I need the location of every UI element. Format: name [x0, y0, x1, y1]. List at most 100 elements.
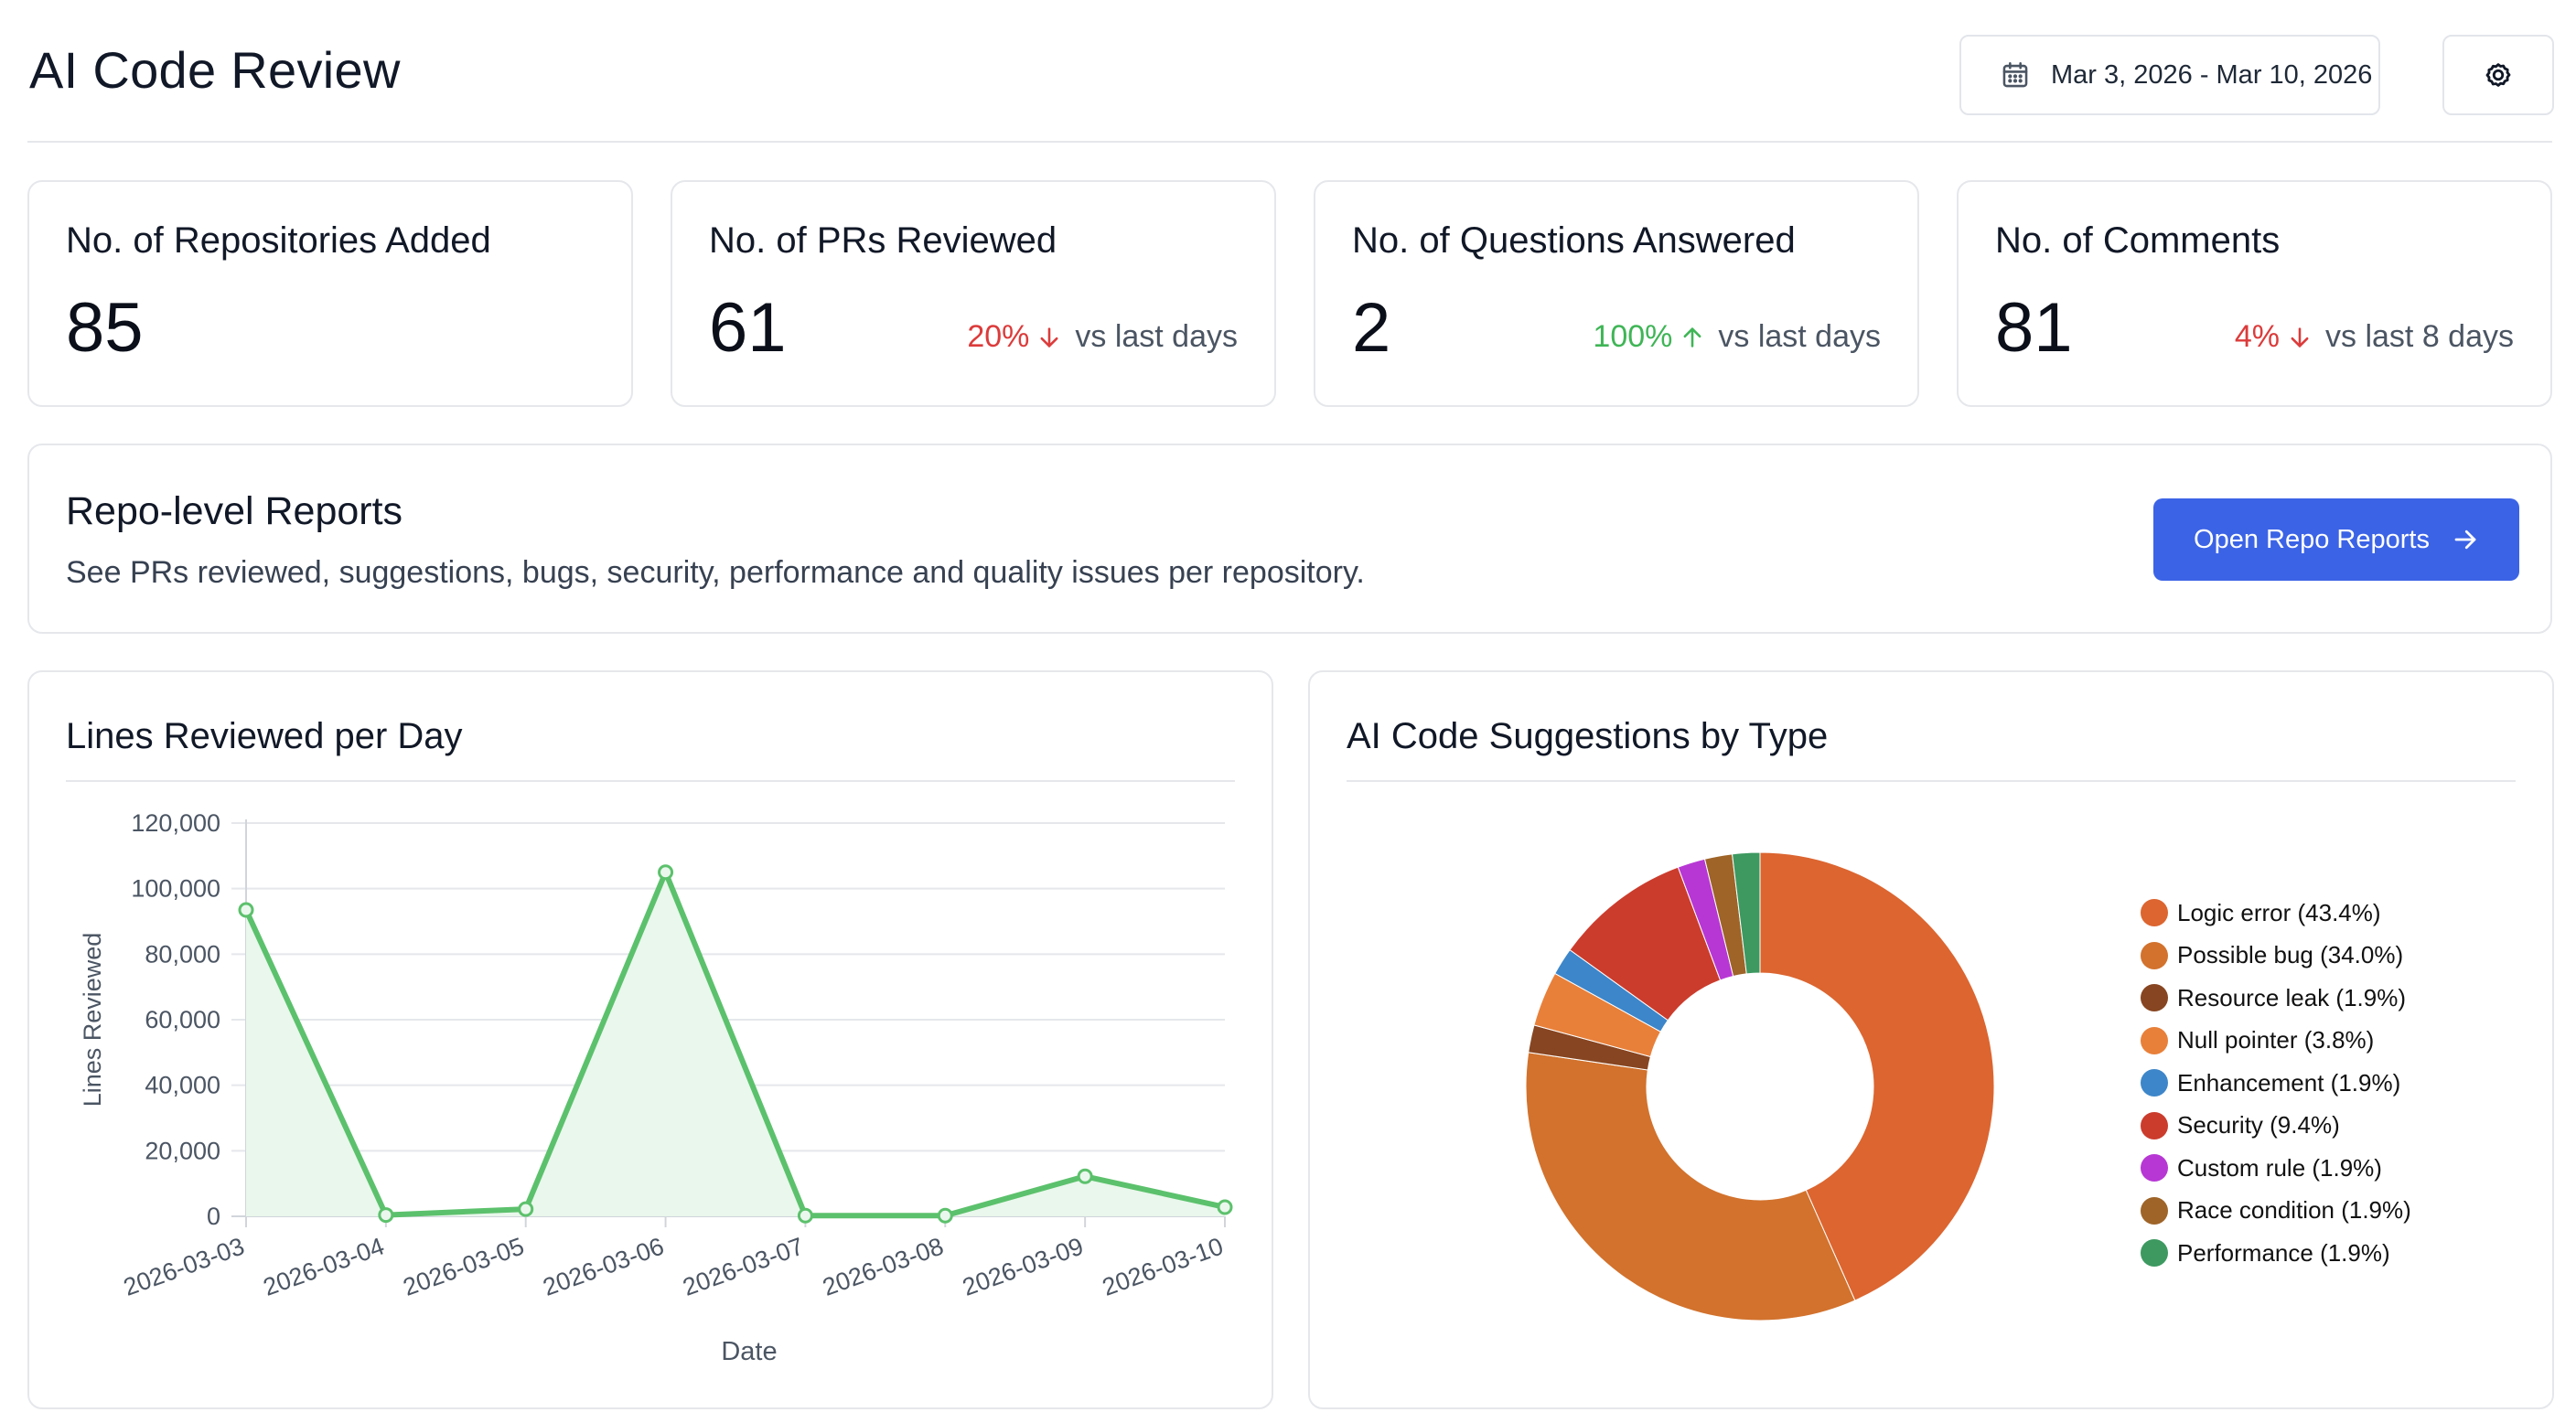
legend-label: Resource leak (1.9%) — [2177, 983, 2406, 1011]
panel-divider — [66, 780, 1235, 782]
lines-reviewed-panel: Lines Reviewed per Day 120,000 100,000 80,… — [27, 670, 1273, 1409]
y-tick-label: 0 — [207, 1203, 220, 1230]
x-tick-label: 2026-03-03 — [120, 1232, 248, 1300]
stat-card-repositories: No. of Repositories Added 85 — [27, 180, 633, 407]
suggestions-donut-chart — [1525, 851, 1995, 1321]
trend-indicator: 100% vs last days — [1593, 319, 1881, 355]
y-tick-label: 20,000 — [145, 1137, 220, 1164]
donut-slice — [1759, 851, 1995, 1301]
donut-slice — [1731, 851, 1761, 975]
legend-swatch — [2141, 941, 2168, 969]
donut-slice — [1525, 1052, 1856, 1321]
x-tick-label: 2026-03-08 — [819, 1232, 947, 1300]
trend-percent: 4% — [2235, 319, 2313, 355]
x-tick-label: 2026-03-10 — [1099, 1232, 1227, 1300]
stat-card-questions-answered: No. of Questions Answered 2 100% vs last… — [1314, 180, 1919, 407]
stat-label: No. of Comments — [1995, 220, 2281, 261]
repo-reports-card: Repo-level Reports See PRs reviewed, sug… — [27, 444, 2552, 634]
open-repo-reports-button[interactable]: Open Repo Reports — [2153, 498, 2519, 581]
stat-label: No. of Repositories Added — [66, 220, 491, 261]
x-axis-label: Date — [721, 1337, 777, 1366]
legend-item[interactable]: Resource leak (1.9%) — [2141, 977, 2411, 1020]
chart-title: Lines Reviewed per Day — [66, 716, 463, 756]
y-tick-label: 120,000 — [131, 809, 220, 837]
stat-label: No. of Questions Answered — [1352, 220, 1796, 261]
legend-item[interactable]: Performance (1.9%) — [2141, 1232, 2411, 1275]
arrow-down-icon — [2291, 326, 2309, 348]
legend-label: Custom rule (1.9%) — [2177, 1153, 2382, 1182]
legend-label: Null pointer (3.8%) — [2177, 1026, 2375, 1054]
legend-swatch — [2141, 1154, 2168, 1182]
legend-swatch — [2141, 899, 2168, 927]
legend-item[interactable]: Logic error (43.4%) — [2141, 892, 2411, 935]
calendar-icon — [2002, 61, 2028, 88]
stat-value: 2 — [1352, 289, 1391, 367]
x-tick-label: 2026-03-04 — [260, 1232, 388, 1300]
legend-item[interactable]: Custom rule (1.9%) — [2141, 1147, 2411, 1190]
data-point — [797, 1207, 813, 1224]
stat-card-comments: No. of Comments 81 4% vs last 8 days — [1957, 180, 2552, 407]
series-line — [243, 869, 1226, 1219]
data-point — [658, 864, 674, 881]
legend-label: Possible bug (34.0%) — [2177, 941, 2404, 969]
trend-comparison: vs last 8 days — [2325, 319, 2514, 354]
panel-divider — [1347, 780, 2516, 782]
legend-swatch — [2141, 1069, 2168, 1097]
y-axis-label: Lines Reviewed — [79, 933, 106, 1107]
stat-value: 85 — [66, 289, 144, 367]
legend-label: Security (9.4%) — [2177, 1111, 2340, 1139]
data-point — [937, 1207, 953, 1224]
chart-legend: Logic error (43.4%) Possible bug (34.0%) R… — [2141, 892, 2411, 1275]
stat-value: 81 — [1995, 289, 2073, 367]
legend-item[interactable]: Security (9.4%) — [2141, 1105, 2411, 1148]
open-repo-reports-label: Open Repo Reports — [2194, 524, 2430, 554]
date-range-label: Mar 3, 2026 - Mar 10, 2026 — [2051, 59, 2373, 90]
x-tick-label: 2026-03-06 — [540, 1232, 668, 1300]
y-tick-label: 100,000 — [131, 875, 220, 903]
x-tick-label: 2026-03-05 — [400, 1232, 528, 1300]
legend-label: Race condition (1.9%) — [2177, 1196, 2411, 1225]
arrow-up-icon — [1683, 326, 1701, 348]
legend-swatch — [2141, 984, 2168, 1012]
legend-item[interactable]: Race condition (1.9%) — [2141, 1190, 2411, 1233]
legend-label: Performance (1.9%) — [2177, 1238, 2390, 1267]
legend-swatch — [2141, 1239, 2168, 1268]
data-point — [378, 1207, 394, 1224]
y-tick-label: 40,000 — [145, 1072, 220, 1099]
data-point — [238, 902, 254, 918]
legend-label: Enhancement (1.9%) — [2177, 1068, 2401, 1097]
legend-item[interactable]: Possible bug (34.0%) — [2141, 935, 2411, 978]
repo-reports-title: Repo-level Reports — [66, 489, 403, 533]
chart-title: AI Code Suggestions by Type — [1347, 716, 1829, 756]
legend-item[interactable]: Null pointer (3.8%) — [2141, 1020, 2411, 1063]
trend-percent: 100% — [1593, 319, 1705, 355]
repo-reports-description: See PRs reviewed, suggestions, bugs, sec… — [66, 555, 1365, 590]
page-title: AI Code Review — [29, 41, 401, 99]
lines-reviewed-chart: 120,000100,00080,00060,00040,00020,00002… — [79, 809, 1233, 1366]
legend-item[interactable]: Enhancement (1.9%) — [2141, 1062, 2411, 1105]
trend-percent: 20% — [967, 319, 1062, 355]
legend-swatch — [2141, 1026, 2168, 1054]
gear-icon — [2485, 63, 2511, 87]
suggestions-by-type-panel: AI Code Suggestions by Type Logic error … — [1308, 670, 2554, 1409]
date-range-button[interactable]: Mar 3, 2026 - Mar 10, 2026 — [1959, 35, 2380, 115]
arrow-down-icon — [1040, 326, 1058, 348]
trend-comparison: vs last days — [1075, 319, 1238, 354]
x-tick-label: 2026-03-09 — [959, 1232, 1087, 1300]
trend-comparison: vs last days — [1718, 319, 1881, 354]
data-point — [1077, 1168, 1093, 1184]
stat-value: 61 — [709, 289, 787, 367]
data-point — [1217, 1199, 1233, 1215]
y-tick-label: 60,000 — [145, 1006, 220, 1033]
stat-card-prs-reviewed: No. of PRs Reviewed 61 20% vs last days — [671, 180, 1276, 407]
x-tick-label: 2026-03-07 — [679, 1232, 807, 1300]
legend-label: Logic error (43.4%) — [2177, 898, 2381, 926]
page-header: AI Code Review Mar 3, 2026 - Mar 10, 202… — [27, 33, 2554, 143]
legend-swatch — [2141, 1196, 2168, 1225]
trend-indicator: 4% vs last 8 days — [2235, 319, 2514, 355]
settings-button[interactable] — [2442, 35, 2554, 115]
y-tick-label: 80,000 — [145, 940, 220, 968]
legend-swatch — [2141, 1111, 2168, 1139]
arrow-right-icon — [2454, 530, 2476, 550]
stat-label: No. of PRs Reviewed — [709, 220, 1057, 261]
